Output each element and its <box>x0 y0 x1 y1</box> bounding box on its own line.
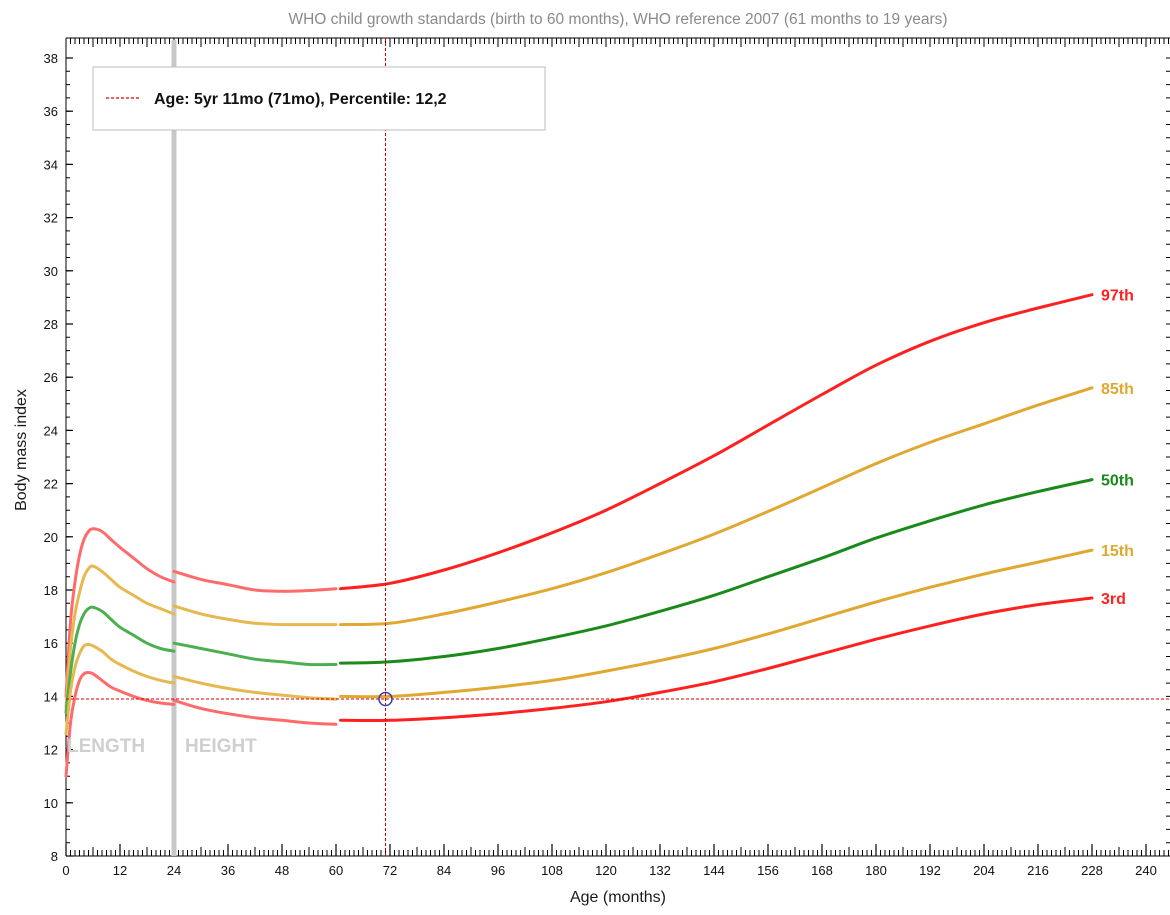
y-tick-label: 12 <box>44 743 58 758</box>
series-line-85th-seg1 <box>172 604 338 627</box>
region-label-length: LENGTH <box>67 736 145 757</box>
patient-data-point <box>378 691 393 707</box>
series-line-3rd-seg0 <box>64 671 176 778</box>
series-line-50th-seg0 <box>64 605 176 714</box>
x-tick-label: 156 <box>757 863 779 878</box>
x-tick-label: 36 <box>221 863 235 878</box>
series-line-85th-seg0 <box>64 564 176 709</box>
x-tick-label: 24 <box>167 863 181 878</box>
series-line-15th-seg1 <box>172 675 338 701</box>
series-line-15th-seg0 <box>64 642 176 736</box>
y-tick-label: 14 <box>44 689 58 704</box>
chart-title: WHO child growth standards (birth to 60 … <box>288 11 947 28</box>
x-axis-label: Age (months) <box>570 889 666 906</box>
series-label-15th: 15th <box>1101 543 1134 560</box>
y-tick-label: 8 <box>51 849 58 864</box>
series-line-3rd-seg2 <box>339 596 1094 723</box>
y-tick-label: 16 <box>44 636 58 651</box>
x-tick-label: 192 <box>919 863 941 878</box>
x-tick-label: 0 <box>62 863 69 878</box>
series-label-97th: 97th <box>1101 288 1134 305</box>
x-tick-label: 228 <box>1081 863 1103 878</box>
series-label-50th: 50th <box>1101 473 1134 490</box>
x-tick-label: 132 <box>649 863 671 878</box>
x-tick-label: 108 <box>541 863 563 878</box>
y-tick-label: 32 <box>44 211 58 226</box>
region-label-height: HEIGHT <box>185 736 257 757</box>
series-line-97th-seg1 <box>172 569 338 593</box>
x-tick-label: 216 <box>1027 863 1049 878</box>
y-tick-label: 26 <box>44 370 58 385</box>
y-tick-label: 22 <box>44 477 58 492</box>
series-line-15th-seg2 <box>339 548 1094 699</box>
x-tick-label: 180 <box>865 863 887 878</box>
y-axis-label: Body mass index <box>13 389 30 511</box>
x-tick-label: 96 <box>491 863 505 878</box>
series-line-85th-seg2 <box>339 386 1094 627</box>
x-tick-label: 144 <box>703 863 725 878</box>
overlay-elements <box>66 38 1170 856</box>
series-label-85th: 85th <box>1101 381 1134 398</box>
series-line-50th-seg2 <box>339 478 1094 665</box>
y-tick-label: 18 <box>44 583 58 598</box>
series-line-97th-seg0 <box>64 527 176 698</box>
y-tick-label: 36 <box>44 104 58 119</box>
x-tick-label: 60 <box>329 863 343 878</box>
y-tick-label: 34 <box>44 157 58 172</box>
series-line-97th-seg2 <box>339 293 1094 591</box>
series-line-3rd-seg1 <box>172 698 338 726</box>
x-tick-label: 72 <box>383 863 397 878</box>
x-tick-label: 84 <box>437 863 451 878</box>
legend-text: Age: 5yr 11mo (71mo), Percentile: 12,2 <box>154 91 447 108</box>
x-tick-label: 240 <box>1135 863 1157 878</box>
y-tick-label: 10 <box>44 796 58 811</box>
minor-ticks <box>65 38 1170 857</box>
percentile-curves: 97th 85th 50th 15th 3rd <box>64 40 1134 856</box>
major-ticks: 0 12 24 36 48 60 72 84 96 108 120 132 144 156 168 180 19… <box>44 37 1170 878</box>
y-tick-label: 38 <box>44 51 58 66</box>
x-tick-label: 12 <box>113 863 127 878</box>
series-line-50th-seg1 <box>172 641 338 667</box>
series-label-3rd: 3rd <box>1101 591 1126 608</box>
x-tick-label: 204 <box>973 863 995 878</box>
x-tick-label: 48 <box>275 863 289 878</box>
minor-tick-marks <box>65 38 1170 857</box>
x-tick-label: 120 <box>595 863 617 878</box>
y-tick-label: 24 <box>44 423 58 438</box>
y-tick-label: 30 <box>44 264 58 279</box>
y-tick-label: 28 <box>44 317 58 332</box>
x-tick-label: 168 <box>811 863 833 878</box>
legend-box <box>92 66 546 131</box>
y-tick-label: 20 <box>44 530 58 545</box>
